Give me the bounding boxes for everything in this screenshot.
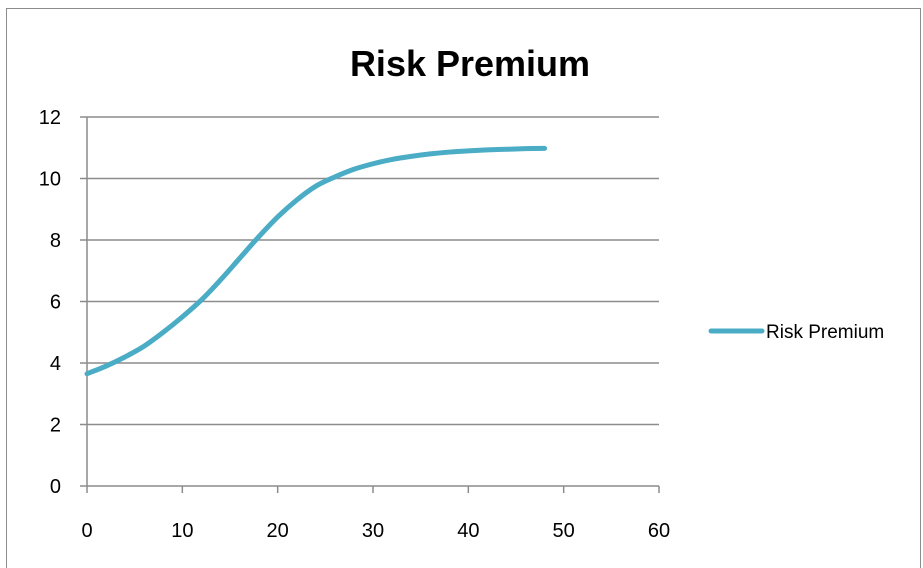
x-tick-label-0: 0 [81, 520, 92, 542]
y-tick-label-4: 4 [50, 353, 61, 375]
x-tick-label-60: 60 [648, 520, 670, 542]
y-tick-label-6: 6 [50, 292, 61, 314]
x-tick-label-20: 20 [267, 520, 289, 542]
x-tick-labels: 0 10 20 30 40 50 60 [81, 520, 670, 542]
y-tick-label-12: 12 [39, 107, 61, 129]
x-tick-label-30: 30 [362, 520, 384, 542]
legend-label: Risk Premium [766, 322, 884, 343]
axes [80, 116, 660, 493]
gridlines [87, 116, 659, 426]
x-tick-label-50: 50 [553, 520, 575, 542]
series-line-0 [84, 145, 548, 377]
chart-title: Risk Premium [350, 43, 590, 84]
y-tick-label-2: 2 [50, 415, 61, 437]
legend: Risk Premium [708, 322, 884, 343]
y-tick-label-8: 8 [50, 230, 61, 252]
series-lines [84, 145, 548, 377]
y-tick-label-0: 0 [50, 476, 61, 498]
y-tick-labels: 0 2 4 6 8 10 12 [39, 107, 61, 498]
chart-frame [6, 8, 921, 568]
x-tick-label-40: 40 [457, 520, 479, 542]
y-tick-label-10: 10 [39, 169, 61, 191]
x-tick-label-10: 10 [171, 520, 193, 542]
